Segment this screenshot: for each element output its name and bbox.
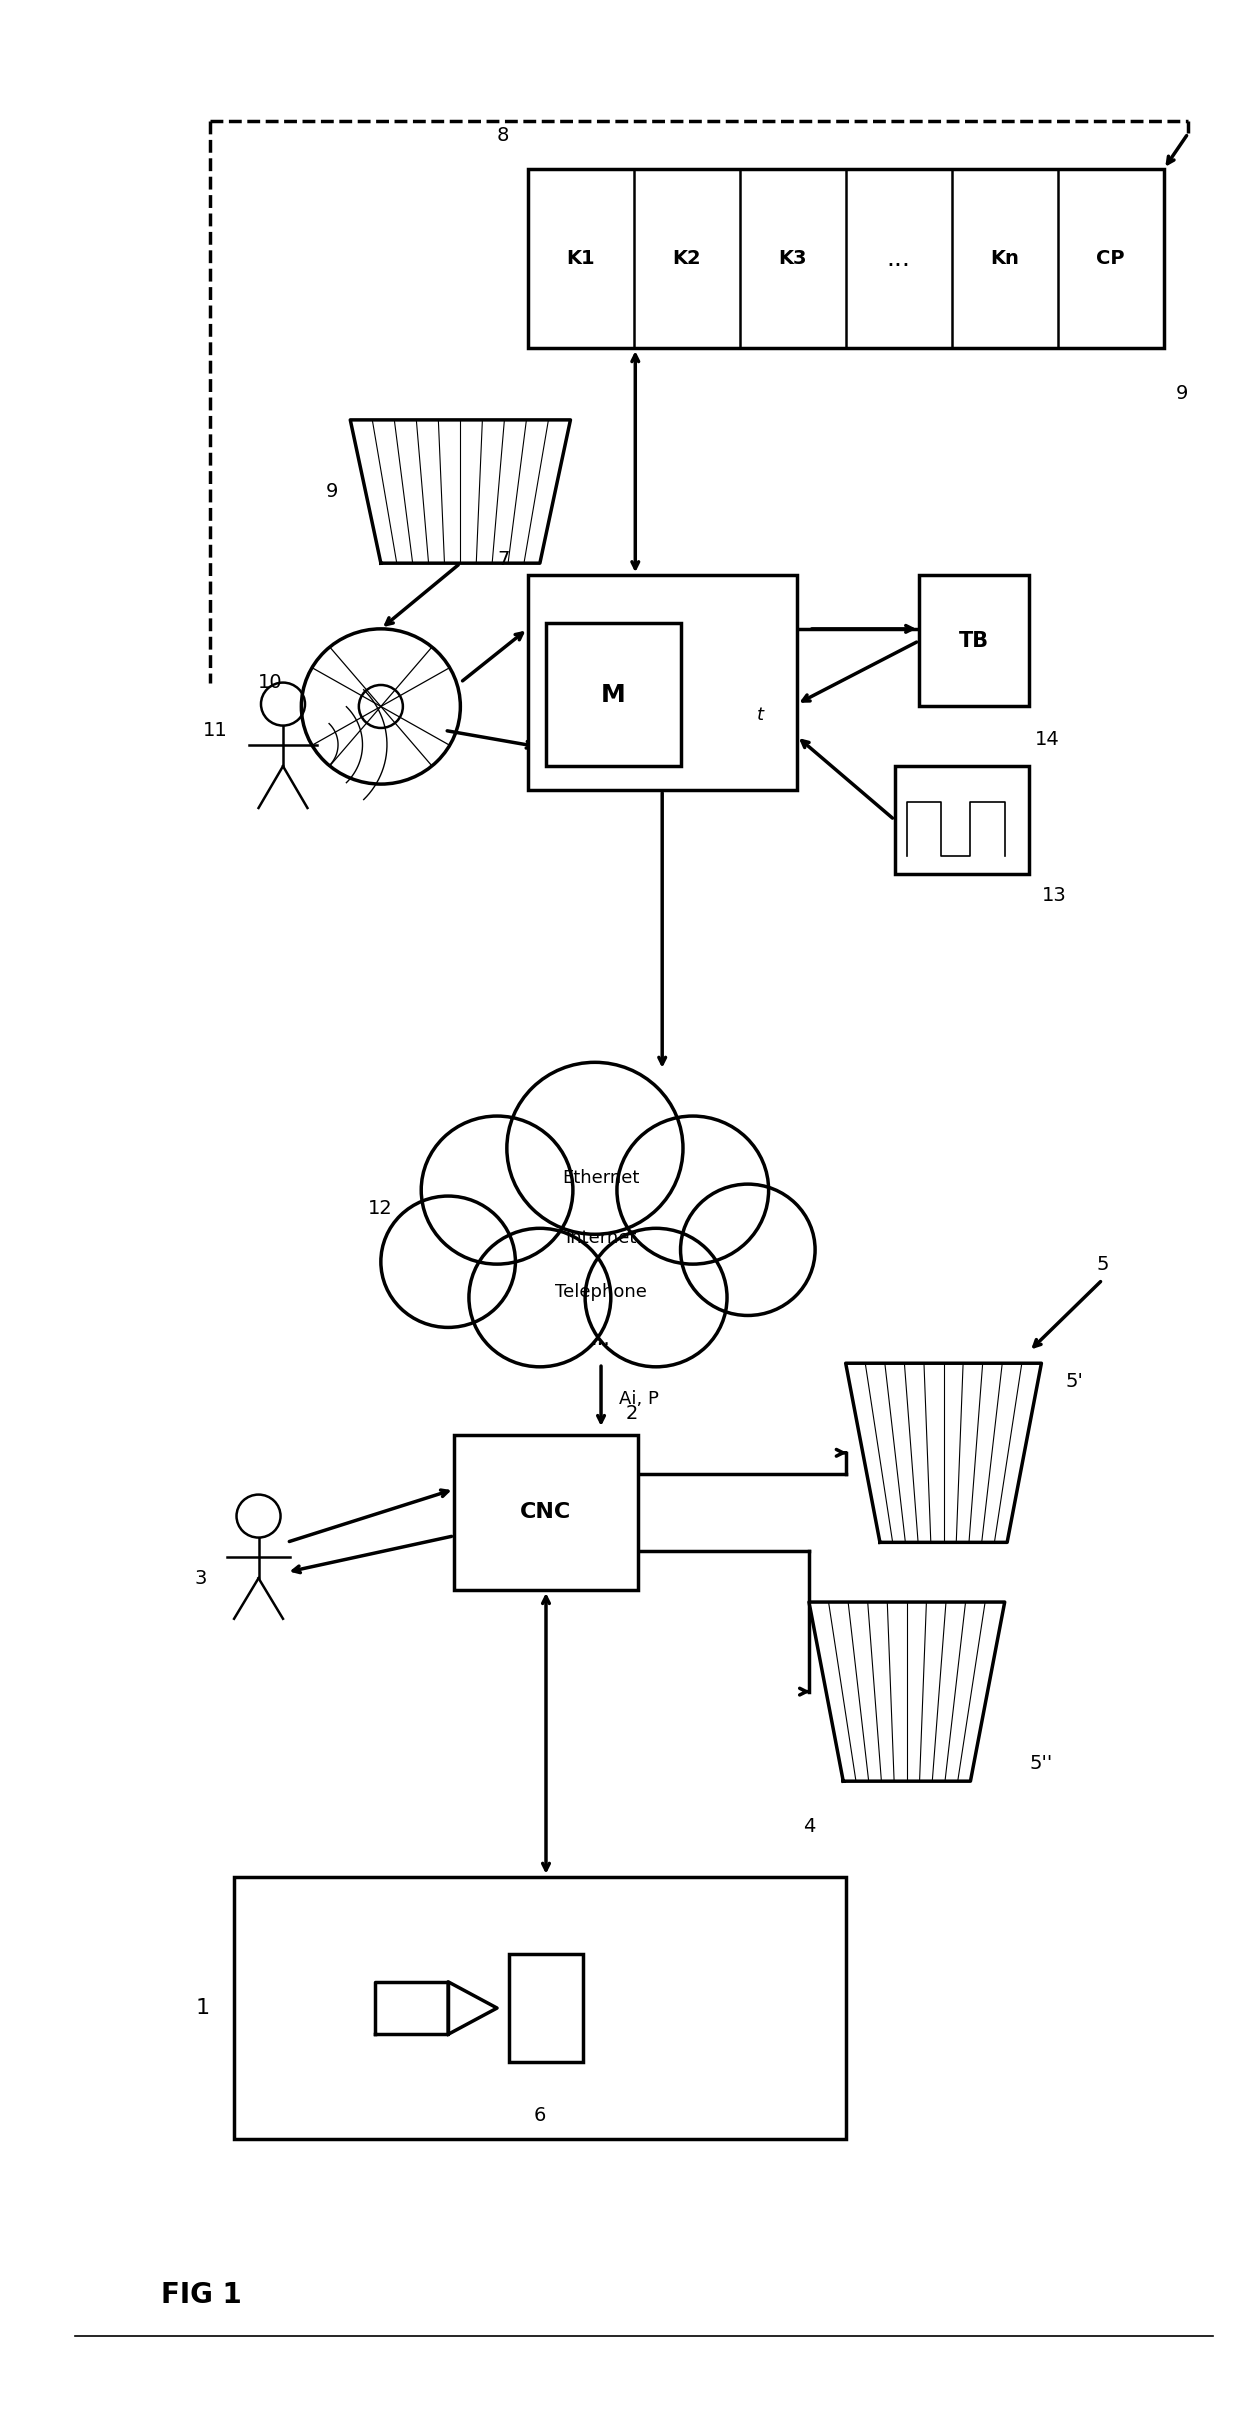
Bar <box>919 575 1030 705</box>
Text: 12: 12 <box>368 1198 393 1218</box>
Text: ...: ... <box>887 246 911 271</box>
Text: FIG 1: FIG 1 <box>160 2281 241 2310</box>
Circle shape <box>681 1184 816 1314</box>
Text: 1: 1 <box>195 1998 210 2017</box>
Text: 5': 5' <box>1066 1372 1083 1392</box>
Polygon shape <box>350 420 570 563</box>
Text: K2: K2 <box>672 249 701 268</box>
Bar <box>509 1955 583 2061</box>
Text: M: M <box>600 684 626 705</box>
Text: 9: 9 <box>325 483 338 500</box>
Bar <box>894 766 1030 875</box>
Text: 10: 10 <box>259 674 283 691</box>
Bar <box>528 575 797 790</box>
Circle shape <box>469 1227 610 1367</box>
Text: 8: 8 <box>497 126 509 145</box>
Text: Telephone: Telephone <box>555 1283 647 1300</box>
Text: 4: 4 <box>803 1817 816 1836</box>
Text: 13: 13 <box>1041 887 1066 904</box>
Text: 5'': 5'' <box>1030 1754 1052 1773</box>
Text: Kn: Kn <box>991 249 1020 268</box>
Polygon shape <box>375 1981 448 2034</box>
Text: CNC: CNC <box>520 1503 572 1522</box>
Text: 5: 5 <box>1096 1254 1108 1273</box>
Circle shape <box>422 1116 573 1264</box>
Text: CP: CP <box>1096 249 1125 268</box>
Text: K1: K1 <box>567 249 595 268</box>
Text: K3: K3 <box>778 249 807 268</box>
Text: Ai, P: Ai, P <box>619 1389 659 1409</box>
Text: 6: 6 <box>534 2107 547 2126</box>
Circle shape <box>380 1196 515 1326</box>
Bar <box>545 623 681 766</box>
Circle shape <box>507 1063 683 1235</box>
Circle shape <box>585 1227 727 1367</box>
Bar <box>454 1435 638 1590</box>
Text: 14: 14 <box>1036 730 1060 749</box>
Text: ...: ... <box>592 1329 610 1351</box>
Circle shape <box>301 628 460 785</box>
Bar <box>528 169 1163 348</box>
Text: 11: 11 <box>203 720 228 739</box>
Polygon shape <box>809 1602 1005 1781</box>
Polygon shape <box>448 1981 497 2034</box>
Bar <box>234 1877 846 2141</box>
Text: t: t <box>757 705 763 725</box>
Text: Ethernet: Ethernet <box>563 1169 639 1186</box>
Polygon shape <box>846 1363 1041 1541</box>
Text: 3: 3 <box>195 1568 208 1587</box>
Text: 9: 9 <box>1176 384 1188 403</box>
Text: 7: 7 <box>497 551 509 570</box>
Text: 2: 2 <box>626 1404 638 1423</box>
Text: Internet: Internet <box>565 1230 637 1247</box>
Circle shape <box>617 1116 768 1264</box>
Text: TB: TB <box>960 631 990 650</box>
